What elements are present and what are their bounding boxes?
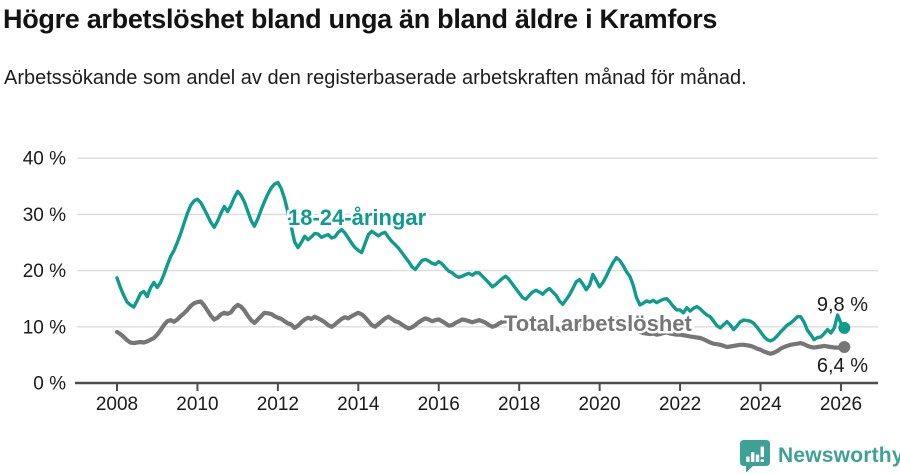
x-axis-tick-label: 2010 [176,394,218,415]
y-axis-tick-label: 30 % [23,205,66,226]
x-axis-tick-label: 2018 [498,394,540,415]
x-axis-tick-label: 2012 [257,394,299,415]
total-end-value-label: 6,4 % [817,355,868,377]
x-axis-tick-label: 2008 [96,394,138,415]
x-axis-tick-label: 2022 [659,394,701,415]
y-axis-tick-label: 0 % [33,374,66,395]
youth-end-value-label: 9,8 % [817,294,868,316]
total-line [114,299,847,356]
youth-series-label: 18-24-åringar [288,205,427,230]
x-axis-tick-label: 2026 [820,394,862,415]
newsworthy-brand-text: Newsworthy [778,444,900,467]
x-axis-tick-label: 2014 [337,394,380,415]
total-series-label: Total arbetslöshet [504,311,693,336]
y-axis-tick-label: 40 % [23,149,66,170]
newsworthy-bubble-chart-icon [740,440,770,473]
x-axis-tick-label: 2020 [578,394,620,415]
x-axis-tick-label: 2024 [739,394,782,415]
y-axis-tick-label: 20 % [23,261,66,282]
total-end-dot [838,341,851,353]
x-axis-tick-label: 2016 [418,394,460,415]
newsworthy-logo[interactable]: Newsworthy [739,440,900,473]
youth-line [115,180,846,343]
y-axis-tick-label: 10 % [23,317,66,338]
chart-subtitle: Arbetssökande som andel av den registerb… [4,67,747,89]
chart-title: Högre arbetslöshet bland unga än bland ä… [3,4,718,34]
youth-end-dot [838,321,851,334]
